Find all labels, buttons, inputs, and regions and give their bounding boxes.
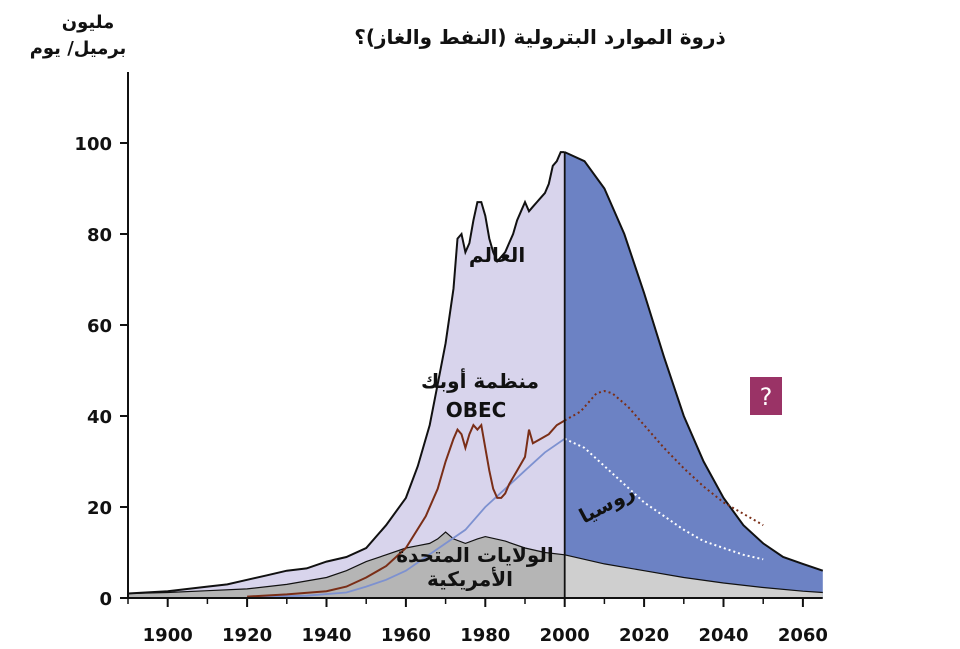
x-tick-label: 2040: [698, 625, 748, 646]
y-tick-label: 60: [87, 316, 112, 337]
label-opec-ar: منظمة أوبك: [421, 367, 539, 393]
x-tick-label: 1960: [381, 625, 431, 646]
world-area-future: [564, 152, 823, 598]
x-tick-label: 1980: [460, 625, 510, 646]
label-world: العالم: [469, 243, 525, 267]
label-usa-line1: الولايات المتحدة: [396, 543, 554, 567]
y-axis-label-line1: مليون: [62, 12, 115, 33]
question-mark: ?: [760, 383, 773, 411]
russia-line-past: [247, 438, 566, 598]
question-box: ?: [750, 377, 782, 415]
y-tick-label: 80: [87, 225, 112, 246]
usa-line-past: [127, 531, 565, 595]
x-tick-label: 2060: [778, 625, 828, 646]
label-usa-line2: الأمريكية: [427, 566, 513, 591]
y-tick-label: 20: [87, 498, 112, 519]
x-tick-label: 1940: [301, 625, 351, 646]
opec-line-past: [247, 419, 566, 598]
y-tick-label: 40: [87, 407, 112, 428]
plot-lines: [127, 151, 824, 598]
chart-title: ذروة الموارد البترولية (النفط والغاز)؟: [354, 25, 726, 49]
question-box-bg: [750, 377, 782, 415]
y-tick-label: 100: [74, 134, 112, 155]
opec-line-future: [564, 389, 764, 527]
x-tick-label: 1900: [143, 625, 193, 646]
y-tick-label: 0: [99, 589, 112, 610]
y-axis-label-line2: برميل/ يوم: [30, 38, 127, 59]
usa-area-past: [128, 532, 565, 598]
x-tick-label: 1920: [222, 625, 272, 646]
label-opec-en: OBEC: [446, 398, 507, 422]
russia-line-future: [564, 437, 764, 561]
x-tick-label: 2000: [540, 625, 590, 646]
world-line-past: [127, 151, 565, 595]
x-tick-label: 2020: [619, 625, 669, 646]
world-line-future: [564, 151, 824, 572]
usa-line-future: [564, 554, 823, 594]
